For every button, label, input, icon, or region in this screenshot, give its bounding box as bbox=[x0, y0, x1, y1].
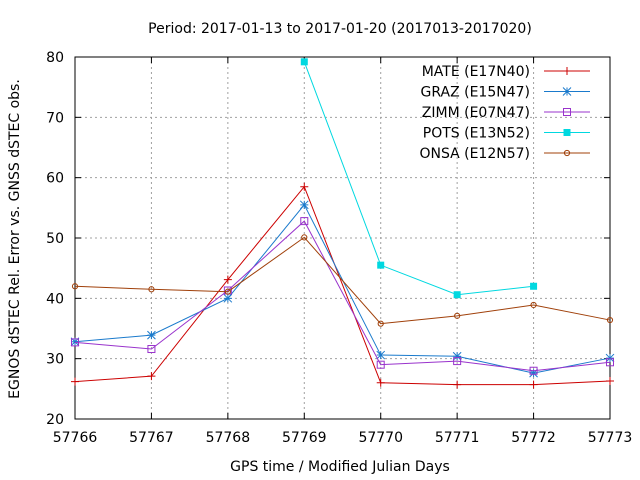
tick-layer: 57766 57767 57768 57769 57770 57771 57772 57773… bbox=[46, 50, 632, 446]
x-tick-label: 57768 bbox=[206, 430, 251, 446]
data-point-mate bbox=[147, 372, 156, 381]
x-tick-label: 57773 bbox=[588, 430, 633, 446]
y-tick-label: 80 bbox=[46, 50, 64, 66]
data-point-onsa bbox=[224, 288, 231, 295]
data-point-pots bbox=[300, 58, 308, 66]
legend-item-pots: POTS (E13N52) bbox=[423, 126, 590, 142]
data-point-zimm bbox=[606, 358, 614, 367]
x-tick-label: 57772 bbox=[511, 430, 556, 446]
data-point-onsa bbox=[530, 301, 537, 309]
legend-label-onsa: ONSA (E12N57) bbox=[419, 146, 530, 162]
legend-marker-graz bbox=[562, 87, 572, 96]
series-zimm bbox=[71, 217, 614, 375]
legend-label-graz: GRAZ (E15N47) bbox=[421, 85, 531, 101]
x-axis-label: GPS time / Modified Julian Days bbox=[230, 459, 450, 475]
series-mate bbox=[71, 182, 614, 389]
legend-marker-onsa bbox=[563, 149, 571, 157]
data-point-graz bbox=[529, 368, 538, 378]
legend-item-zimm: ZIMM (E07N47) bbox=[422, 105, 590, 121]
data-point-zimm bbox=[529, 366, 538, 375]
data-point-mate bbox=[300, 182, 309, 191]
data-point-pots bbox=[530, 282, 538, 290]
legend-label-pots: POTS (E13N52) bbox=[423, 126, 530, 142]
grid-layer bbox=[75, 57, 610, 419]
data-point-graz bbox=[452, 351, 462, 361]
data-point-mate bbox=[376, 378, 385, 387]
data-point-onsa bbox=[301, 234, 308, 241]
y-tick-label: 60 bbox=[46, 171, 64, 187]
data-point-graz bbox=[299, 200, 309, 210]
data-point-zimm bbox=[300, 217, 309, 226]
x-tick-label: 57766 bbox=[53, 430, 98, 446]
data-point-onsa bbox=[377, 320, 384, 327]
legend-label-mate: MATE (E17N40) bbox=[422, 64, 530, 80]
x-tick-label: 57769 bbox=[282, 430, 327, 446]
legend-marker-mate bbox=[563, 67, 571, 75]
series-pots bbox=[300, 58, 538, 299]
legend-marker-pots bbox=[563, 129, 571, 136]
legend-marker-zimm bbox=[563, 108, 571, 116]
y-axis-label: EGNOS dSTEC Rel. Error vs. GNSS dSTEC ob… bbox=[7, 79, 23, 399]
x-tick-label: 57767 bbox=[129, 430, 174, 446]
y-tick-label: 20 bbox=[46, 412, 64, 428]
x-tick-label: 57771 bbox=[435, 430, 480, 446]
series-line-onsa bbox=[74, 236, 611, 325]
x-tick-label: 57770 bbox=[358, 430, 403, 446]
data-point-mate bbox=[529, 380, 538, 389]
data-point-graz bbox=[605, 353, 615, 363]
data-point-graz bbox=[223, 293, 233, 303]
series-onsa bbox=[71, 234, 614, 327]
series-line-zimm bbox=[74, 220, 611, 372]
data-point-pots bbox=[377, 261, 385, 269]
y-tick-label: 30 bbox=[46, 352, 64, 368]
series-line-mate bbox=[74, 185, 611, 386]
y-tick-label: 40 bbox=[46, 291, 64, 307]
data-point-onsa bbox=[148, 286, 155, 293]
data-point-pots bbox=[453, 291, 461, 299]
data-point-mate bbox=[453, 380, 462, 389]
series-layer bbox=[70, 58, 615, 389]
data-point-zimm bbox=[376, 360, 385, 369]
legend: MATE (E17N40) GRAZ (E15N47) ZIMM (E07N47) P… bbox=[419, 64, 590, 162]
legend-item-mate: MATE (E17N40) bbox=[422, 64, 590, 80]
legend-label-zimm: ZIMM (E07N47) bbox=[422, 105, 530, 121]
legend-item-onsa: ONSA (E12N57) bbox=[419, 146, 590, 162]
series-line-pots bbox=[303, 61, 534, 296]
data-point-onsa bbox=[71, 283, 79, 290]
data-point-zimm bbox=[71, 338, 79, 347]
chart-title: Period: 2017-01-13 to 2017-01-20 (201701… bbox=[148, 21, 532, 37]
data-point-onsa bbox=[606, 316, 614, 324]
data-point-mate bbox=[223, 275, 232, 284]
data-point-onsa bbox=[454, 312, 461, 319]
data-point-mate bbox=[606, 376, 614, 385]
data-point-graz bbox=[147, 330, 156, 340]
data-point-zimm bbox=[147, 345, 156, 354]
y-tick-label: 50 bbox=[46, 231, 64, 247]
data-point-mate bbox=[71, 377, 79, 386]
data-point-graz bbox=[376, 350, 386, 360]
y-tick-label: 70 bbox=[46, 110, 64, 126]
legend-item-graz: GRAZ (E15N47) bbox=[421, 85, 590, 101]
data-point-zimm bbox=[453, 357, 462, 366]
data-point-graz bbox=[70, 337, 80, 347]
